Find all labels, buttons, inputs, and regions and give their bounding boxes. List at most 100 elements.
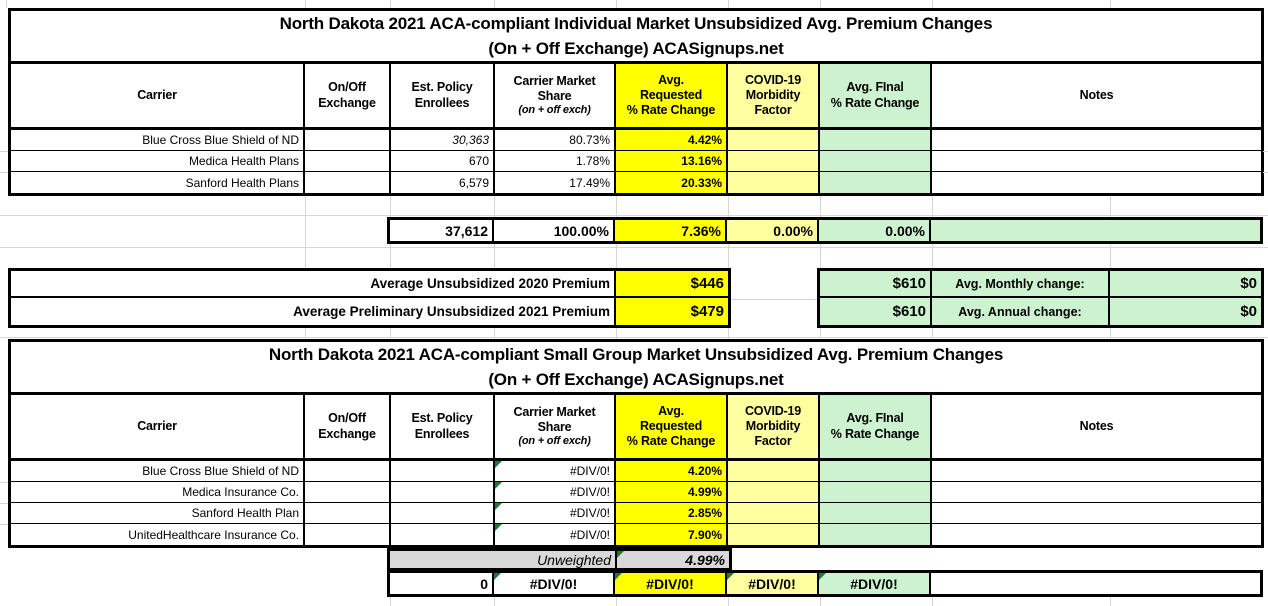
covid-cell[interactable] [728, 130, 820, 151]
final-cell[interactable] [820, 503, 932, 524]
enrollees-cell[interactable]: 670 [391, 151, 495, 172]
header-covid[interactable]: COVID-19 Morbidity Factor [728, 64, 820, 130]
header-enrollees[interactable]: Est. Policy Enrollees [391, 395, 495, 461]
covid-cell[interactable] [728, 172, 820, 193]
share-cell[interactable]: 17.49% [495, 172, 616, 193]
requested-cell[interactable]: 4.20% [616, 461, 728, 482]
notes-cell[interactable] [932, 172, 1261, 193]
covid-cell[interactable] [728, 482, 820, 503]
final-cell[interactable] [820, 151, 932, 172]
total-final-error-cell[interactable]: #DIV/0! [819, 573, 931, 594]
exchange-cell[interactable] [305, 461, 391, 482]
carrier-cell[interactable]: Blue Cross Blue Shield of ND [11, 461, 305, 482]
share-cell[interactable]: 80.73% [495, 130, 616, 151]
requested-cell[interactable]: 7.90% [616, 524, 728, 545]
header-notes[interactable]: Notes [932, 395, 1261, 461]
exchange-cell[interactable] [305, 172, 391, 193]
header-exchange[interactable]: On/Off Exchange [305, 64, 391, 130]
header-final[interactable]: Avg. FInal % Rate Change [820, 395, 932, 461]
total-notes-cell[interactable] [931, 220, 1260, 241]
share-error-cell[interactable]: #DIV/0! [495, 461, 616, 482]
requested-cell[interactable]: 2.85% [616, 503, 728, 524]
annual-change-value[interactable]: $0 [1110, 298, 1261, 325]
covid-cell[interactable] [728, 461, 820, 482]
exchange-cell[interactable] [305, 151, 391, 172]
header-market-share[interactable]: Carrier Market Share (on + off exch) [495, 64, 616, 130]
carrier-cell[interactable]: UnitedHealthcare Insurance Co. [11, 524, 305, 545]
header-enrollees[interactable]: Est. Policy Enrollees [391, 64, 495, 130]
requested-cell[interactable]: 4.42% [616, 130, 728, 151]
individual-table-title[interactable]: North Dakota 2021 ACA-compliant Individu… [11, 11, 1261, 64]
total-covid-cell[interactable]: 0.00% [727, 220, 819, 241]
final-premium-2021[interactable]: $610 [820, 298, 932, 325]
exchange-cell[interactable] [305, 524, 391, 545]
header-requested[interactable]: Avg. Requested % Rate Change [616, 395, 728, 461]
final-premium-2020[interactable]: $610 [820, 271, 932, 298]
enrollees-cell[interactable] [391, 503, 495, 524]
total-final-cell[interactable]: 0.00% [819, 220, 931, 241]
requested-cell[interactable]: 20.33% [616, 172, 728, 193]
share-cell[interactable]: 1.78% [495, 151, 616, 172]
carrier-cell[interactable]: Blue Cross Blue Shield of ND [11, 130, 305, 151]
total-requested-error-cell[interactable]: #DIV/0! [615, 573, 727, 594]
enrollees-cell[interactable]: 6,579 [391, 172, 495, 193]
enrollees-cell[interactable] [391, 524, 495, 545]
carrier-cell[interactable]: Sanford Health Plans [11, 172, 305, 193]
header-carrier[interactable]: Carrier [11, 395, 305, 461]
unweighted-label-cell[interactable]: Unweighted [390, 551, 617, 568]
final-cell[interactable] [820, 524, 932, 545]
share-error-cell[interactable]: #DIV/0! [495, 482, 616, 503]
unweighted-value-cell[interactable]: 4.99% [617, 551, 729, 568]
header-final[interactable]: Avg. FInal % Rate Change [820, 64, 932, 130]
final-cell[interactable] [820, 172, 932, 193]
premium-2020-label[interactable]: Average Unsubsidized 2020 Premium [11, 271, 616, 298]
header-covid[interactable]: COVID-19 Morbidity Factor [728, 395, 820, 461]
annual-change-label[interactable]: Avg. Annual change: [932, 298, 1110, 325]
total-covid-error-cell[interactable]: #DIV/0! [727, 573, 819, 594]
carrier-cell[interactable]: Medica Health Plans [11, 151, 305, 172]
total-share-error-cell[interactable]: #DIV/0! [494, 573, 615, 594]
total-enrollees-cell[interactable]: 37,612 [390, 220, 494, 241]
exchange-cell[interactable] [305, 503, 391, 524]
header-notes[interactable]: Notes [932, 64, 1261, 130]
final-cell[interactable] [820, 461, 932, 482]
small-group-table-title[interactable]: North Dakota 2021 ACA-compliant Small Gr… [11, 342, 1261, 395]
premium-2021-value[interactable]: $479 [616, 298, 728, 325]
enrollees-cell[interactable] [391, 461, 495, 482]
covid-cell[interactable] [728, 503, 820, 524]
notes-cell[interactable] [932, 130, 1261, 151]
premium-2020-value[interactable]: $446 [616, 271, 728, 298]
carrier-cell[interactable]: Medica Insurance Co. [11, 482, 305, 503]
header-carrier[interactable]: Carrier [11, 64, 305, 130]
total-requested-cell[interactable]: 7.36% [615, 220, 727, 241]
covid-cell[interactable] [728, 151, 820, 172]
total-notes-cell[interactable] [931, 573, 1260, 594]
carrier-cell[interactable]: Sanford Health Plan [11, 503, 305, 524]
enrollees-cell[interactable] [391, 482, 495, 503]
header-exchange[interactable]: On/Off Exchange [305, 395, 391, 461]
notes-cell[interactable] [932, 482, 1261, 503]
monthly-change-value[interactable]: $0 [1110, 271, 1261, 298]
requested-cell[interactable]: 4.99% [616, 482, 728, 503]
notes-cell[interactable] [932, 503, 1261, 524]
notes-cell[interactable] [932, 461, 1261, 482]
gridline [390, 196, 391, 217]
premium-2021-label[interactable]: Average Preliminary Unsubsidized 2021 Pr… [11, 298, 616, 325]
notes-cell[interactable] [932, 524, 1261, 545]
notes-cell[interactable] [932, 151, 1261, 172]
final-cell[interactable] [820, 482, 932, 503]
gridline [820, 0, 821, 8]
monthly-change-label[interactable]: Avg. Monthly change: [932, 271, 1110, 298]
enrollees-cell[interactable]: 30,363 [391, 130, 495, 151]
covid-cell[interactable] [728, 524, 820, 545]
exchange-cell[interactable] [305, 130, 391, 151]
share-error-cell[interactable]: #DIV/0! [495, 503, 616, 524]
exchange-cell[interactable] [305, 482, 391, 503]
share-error-cell[interactable]: #DIV/0! [495, 524, 616, 545]
total-share-cell[interactable]: 100.00% [494, 220, 615, 241]
final-cell[interactable] [820, 130, 932, 151]
header-requested[interactable]: Avg. Requested % Rate Change [616, 64, 728, 130]
total-enrollees-cell[interactable]: 0 [390, 573, 494, 594]
header-market-share[interactable]: Carrier Market Share (on + off exch) [495, 395, 616, 461]
requested-cell[interactable]: 13.16% [616, 151, 728, 172]
